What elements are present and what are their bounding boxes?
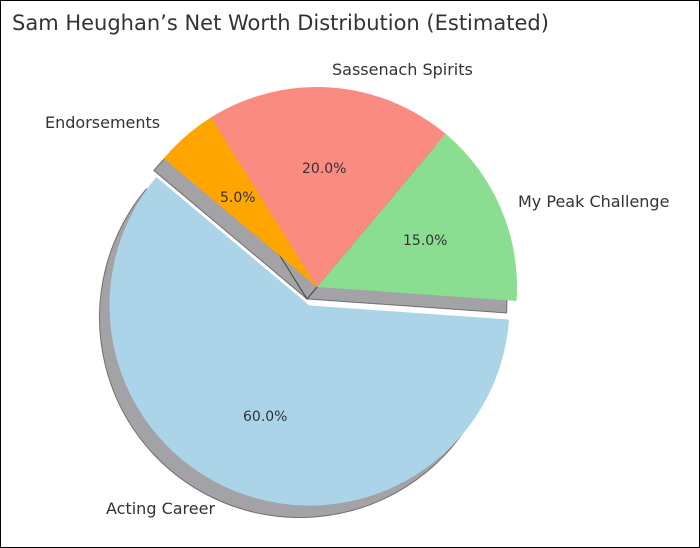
slice-label-endorsements: Endorsements bbox=[45, 113, 160, 132]
wedge-sassenach-spirits bbox=[211, 87, 446, 288]
wedge-my-peak-challenge bbox=[317, 133, 517, 301]
pie-wedges bbox=[109, 87, 517, 506]
slice-pct-acting-career: 60.0% bbox=[243, 409, 287, 425]
slice-pct-my-peak-challenge: 15.0% bbox=[403, 233, 447, 249]
slice-pct-endorsements: 5.0% bbox=[220, 190, 256, 206]
slice-label-acting-career: Acting Career bbox=[106, 499, 215, 518]
wedge-acting-career bbox=[109, 176, 510, 506]
chart-title: Sam Heughan’s Net Worth Distribution (Es… bbox=[12, 11, 549, 35]
slice-label-my-peak-challenge: My Peak Challenge bbox=[518, 192, 669, 211]
wedge-endorsements bbox=[163, 117, 317, 287]
slice-pct-sassenach-spirits: 20.0% bbox=[302, 161, 346, 177]
slice-label-sassenach-spirits: Sassenach Spirits bbox=[332, 60, 473, 79]
